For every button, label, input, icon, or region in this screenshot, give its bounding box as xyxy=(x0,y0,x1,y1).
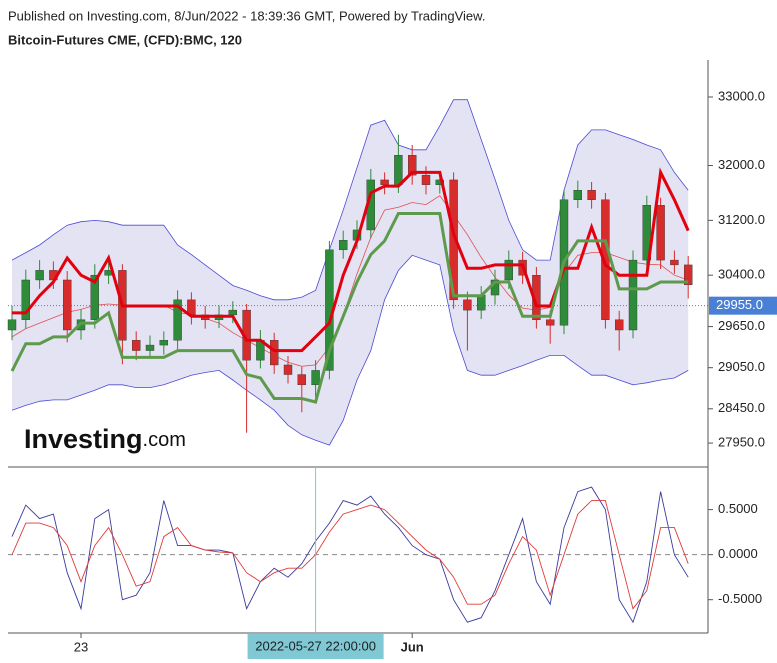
y-tick-label: 33000.0 xyxy=(718,88,765,103)
candle-body xyxy=(159,340,169,346)
candle-body xyxy=(435,179,444,185)
symbol-title: Bitcoin-Futures CME, (CFD):BMC, 120 xyxy=(8,32,242,47)
crosshair-label: 2022-05-27 22:00:00 xyxy=(255,638,376,653)
oscillator-line xyxy=(11,500,689,610)
candle-body xyxy=(7,319,17,331)
candle-body xyxy=(628,259,638,331)
candle-body xyxy=(573,190,582,200)
candle-body xyxy=(311,370,320,386)
candle-body xyxy=(504,259,513,281)
logo-suffix: .com xyxy=(143,429,186,451)
oscillator-line xyxy=(11,486,689,624)
plot-area xyxy=(7,99,708,624)
candle-body xyxy=(21,279,30,320)
last-price-box xyxy=(709,296,777,315)
y-tick-label: 32000.0 xyxy=(718,157,765,172)
candle-body xyxy=(173,299,182,341)
x-tick-label: Jun xyxy=(401,639,424,654)
candle-body xyxy=(684,264,693,285)
candle-body xyxy=(228,309,238,316)
candle-body xyxy=(270,340,279,366)
y-tick-label: 27950.0 xyxy=(718,435,765,450)
candle-body xyxy=(670,259,679,266)
candle-body xyxy=(380,179,389,185)
y-tick-label: 29650.0 xyxy=(718,318,765,333)
candle-body xyxy=(421,174,431,185)
candle-body xyxy=(546,319,555,326)
y-tick-label: 30400.0 xyxy=(718,267,765,282)
y-tick-label: 0.5000 xyxy=(718,501,758,516)
band-fill xyxy=(12,99,689,446)
candle-body xyxy=(339,240,348,251)
candle-body xyxy=(463,299,472,311)
candle-body xyxy=(297,374,306,386)
candle-body xyxy=(477,294,486,311)
candle-body xyxy=(615,319,624,331)
candle-body xyxy=(656,205,665,261)
candle-body xyxy=(394,155,403,185)
indicator-line xyxy=(10,212,689,404)
x-tick-label: 23 xyxy=(74,639,88,654)
y-tick-label: 0.0000 xyxy=(718,546,758,561)
candle-body xyxy=(90,274,100,320)
logo: Investing.com xyxy=(24,424,186,454)
candle-body xyxy=(131,340,141,351)
candle-body xyxy=(63,279,72,331)
y-tick-label: 29050.0 xyxy=(718,359,765,374)
y-tick-label: -0.5000 xyxy=(718,591,762,606)
published-note: Published on Investing.com, 8/Jun/2022 -… xyxy=(8,8,485,23)
candle-body xyxy=(449,179,458,301)
crosshair-box xyxy=(247,634,384,659)
last-price-label: 29955.0 xyxy=(716,297,763,312)
y-tick-label: 28450.0 xyxy=(718,400,765,415)
candle-body xyxy=(587,190,596,200)
candle-body xyxy=(35,270,44,281)
indicator-line xyxy=(12,167,690,353)
candle-body xyxy=(642,205,651,261)
candle-body xyxy=(145,344,155,351)
candle-body xyxy=(283,364,293,375)
band-lower xyxy=(11,254,689,446)
candle-body xyxy=(408,155,417,176)
logo-brand: Investing xyxy=(24,424,143,454)
y-tick-label: 31200.0 xyxy=(718,212,765,227)
band-upper xyxy=(11,99,689,301)
